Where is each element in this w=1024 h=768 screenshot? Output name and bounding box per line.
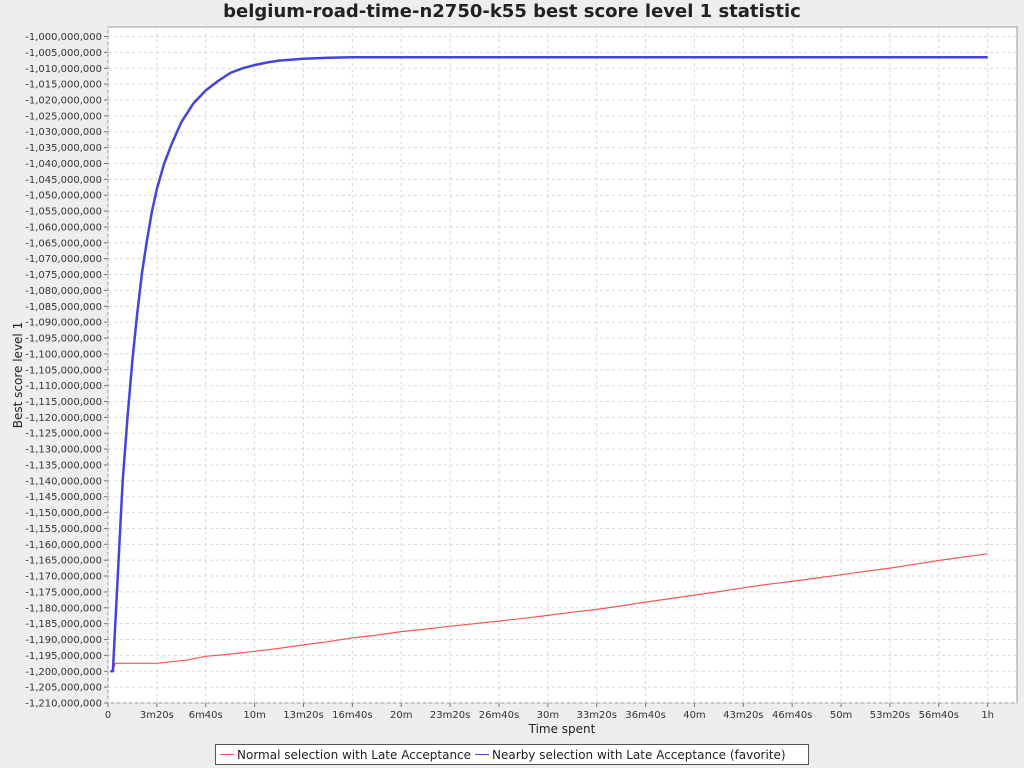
grid-lines: [107, 27, 1017, 704]
y-tick-label: -1,085,000,000: [25, 302, 102, 313]
y-tick-label: -1,120,000,000: [25, 413, 102, 424]
legend-item-normal: Normal selection with Late Acceptance: [220, 748, 471, 762]
x-axis-ticks: 0 3m20s 6m40s 10m 13m20s 16m40s 20m 23m20s 26m40…: [105, 703, 994, 721]
legend-label-normal: Normal selection with Late Acceptance: [237, 747, 472, 762]
x-tick-label: 20m: [390, 710, 412, 721]
legend-label-nearby: Nearby selection with Late Acceptance (f…: [492, 747, 786, 762]
y-tick-label: -1,155,000,000: [25, 524, 102, 535]
y-tick-label: -1,210,000,000: [25, 699, 102, 710]
y-tick-label: -1,010,000,000: [25, 64, 102, 75]
x-tick-label: 23m20s: [430, 710, 470, 721]
plot-background: [107, 26, 1018, 704]
y-tick-label: -1,165,000,000: [25, 556, 102, 567]
y-tick-label: -1,195,000,000: [25, 651, 102, 662]
y-tick-label: -1,185,000,000: [25, 619, 102, 630]
series-line-nearby: [110, 55, 988, 673]
legend-swatch-normal: [220, 754, 234, 755]
y-tick-label: -1,190,000,000: [25, 635, 102, 646]
legend-item-nearby: Nearby selection with Late Acceptance (f…: [475, 748, 786, 762]
y-tick-label: -1,040,000,000: [25, 159, 102, 170]
x-tick-label: 3m20s: [140, 710, 174, 721]
x-tick-label: 6m40s: [189, 710, 223, 721]
y-axis-label: Best score level 1: [11, 322, 25, 428]
x-tick-label: 10m: [243, 710, 265, 721]
legend-swatch-nearby: [475, 754, 490, 755]
y-tick-label: -1,055,000,000: [25, 207, 102, 218]
y-tick-label: -1,130,000,000: [25, 445, 102, 456]
y-tick-label: -1,175,000,000: [25, 587, 102, 598]
y-tick-label: -1,080,000,000: [25, 286, 102, 297]
y-tick-label: -1,060,000,000: [25, 222, 102, 233]
y-tick-label: -1,145,000,000: [25, 492, 102, 503]
y-tick-label: -1,030,000,000: [25, 127, 102, 138]
y-tick-label: -1,075,000,000: [25, 270, 102, 281]
x-tick-label: 36m40s: [625, 710, 665, 721]
x-tick-label: 33m20s: [577, 710, 617, 721]
y-tick-label: -1,000,000,000: [25, 32, 102, 43]
x-tick-label: 50m: [830, 710, 852, 721]
y-tick-label: -1,205,000,000: [25, 683, 102, 694]
y-tick-label: -1,110,000,000: [25, 381, 102, 392]
y-tick-label: -1,170,000,000: [25, 572, 102, 583]
x-tick-label: 26m40s: [479, 710, 519, 721]
y-tick-label: -1,050,000,000: [25, 191, 102, 202]
series-line-normal: [110, 553, 988, 672]
chart-legend: Normal selection with Late Acceptance Ne…: [215, 744, 809, 765]
y-tick-label: -1,035,000,000: [25, 143, 102, 154]
y-tick-label: -1,150,000,000: [25, 508, 102, 519]
y-tick-label: -1,045,000,000: [25, 175, 102, 186]
y-tick-label: -1,025,000,000: [25, 111, 102, 122]
y-tick-label: -1,115,000,000: [25, 397, 102, 408]
y-tick-label: -1,070,000,000: [25, 254, 102, 265]
x-axis-label: Time spent: [528, 722, 596, 736]
y-tick-label: -1,160,000,000: [25, 540, 102, 551]
x-tick-label: 0: [105, 710, 111, 721]
chart-title: belgium-road-time-n2750-k55 best score l…: [223, 1, 801, 22]
series-lines: [110, 55, 988, 673]
y-tick-label: -1,180,000,000: [25, 603, 102, 614]
y-tick-label: -1,015,000,000: [25, 80, 102, 91]
x-tick-label: 16m40s: [332, 710, 372, 721]
y-tick-label: -1,020,000,000: [25, 95, 102, 106]
y-tick-label: -1,135,000,000: [25, 460, 102, 471]
x-tick-label: 43m20s: [723, 710, 763, 721]
y-tick-label: -1,100,000,000: [25, 349, 102, 360]
y-tick-label: -1,095,000,000: [25, 334, 102, 345]
x-tick-label: 40m: [683, 710, 705, 721]
y-tick-label: -1,090,000,000: [25, 318, 102, 329]
y-tick-label: -1,105,000,000: [25, 365, 102, 376]
x-tick-label: 46m40s: [772, 710, 812, 721]
y-tick-label: -1,140,000,000: [25, 476, 102, 487]
x-tick-label: 13m20s: [283, 710, 323, 721]
x-tick-label: 30m: [537, 710, 559, 721]
x-tick-label: 1h: [981, 710, 994, 721]
y-tick-label: -1,065,000,000: [25, 238, 102, 249]
y-tick-label: -1,125,000,000: [25, 429, 102, 440]
y-axis-ticks: -1,000,000,000 -1,005,000,000 -1,010,000,0…: [25, 32, 108, 710]
x-tick-label: 56m40s: [919, 710, 959, 721]
y-tick-label: -1,200,000,000: [25, 667, 102, 678]
x-tick-label: 53m20s: [870, 710, 910, 721]
y-tick-label: -1,005,000,000: [25, 48, 102, 59]
